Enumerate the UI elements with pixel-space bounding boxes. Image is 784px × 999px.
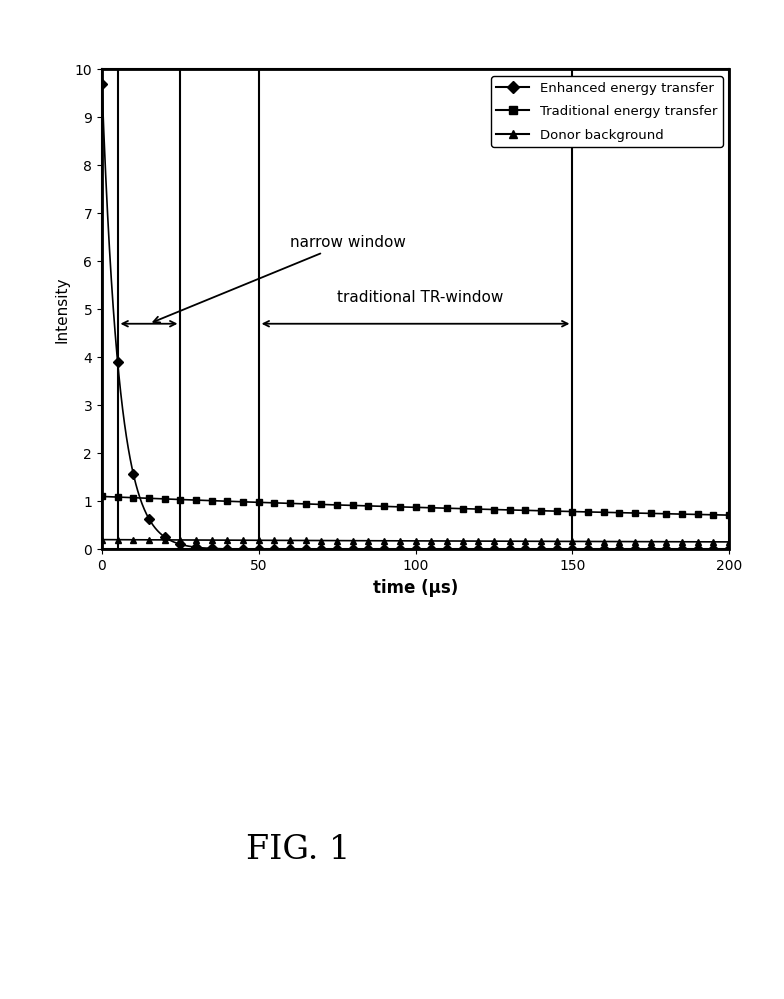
Legend: Enhanced energy transfer, Traditional energy transfer, Donor background: Enhanced energy transfer, Traditional en… bbox=[491, 77, 723, 147]
Y-axis label: Intensity: Intensity bbox=[54, 277, 69, 343]
X-axis label: time (μs): time (μs) bbox=[373, 578, 458, 596]
Bar bbox=[102, 70, 729, 549]
Text: traditional TR-window: traditional TR-window bbox=[337, 290, 503, 305]
Text: FIG. 1: FIG. 1 bbox=[246, 833, 350, 865]
Text: narrow window: narrow window bbox=[154, 235, 406, 323]
